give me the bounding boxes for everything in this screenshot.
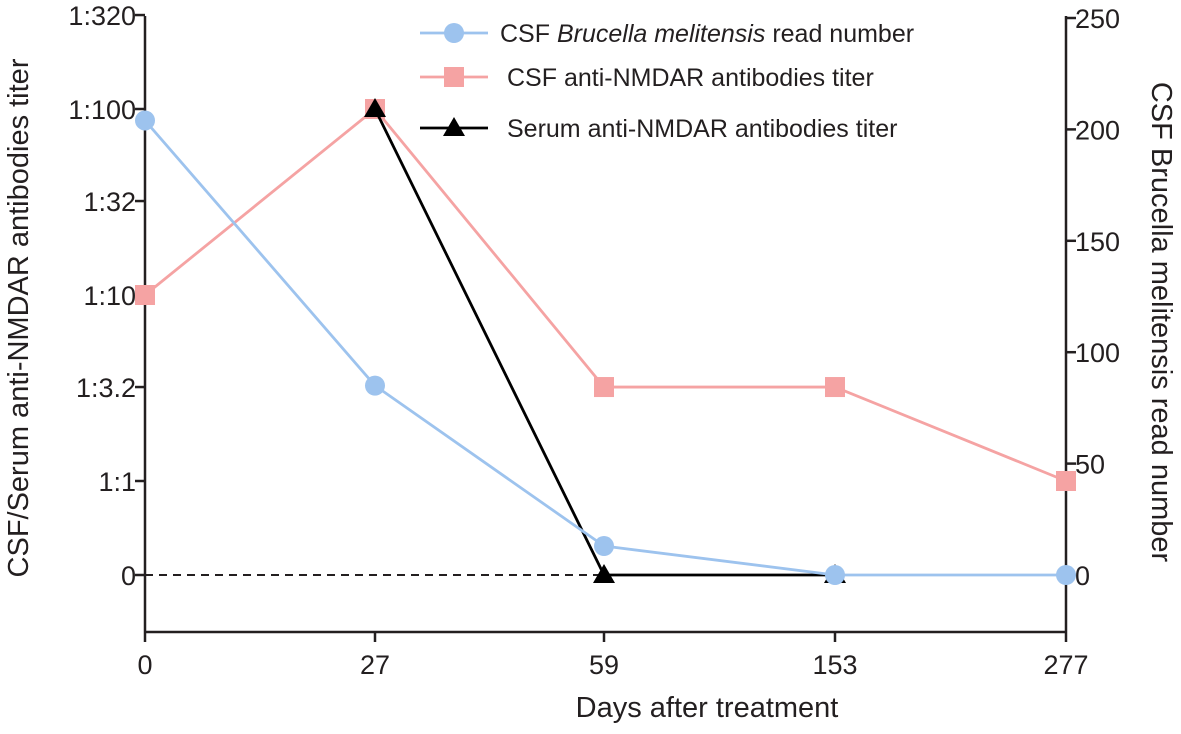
legend-item-csf-titer-marker	[444, 67, 464, 87]
legend-item-serum-titer-marker	[443, 117, 465, 136]
brucella-reads-point	[135, 110, 155, 131]
series-line-brucella-reads	[143, 119, 1066, 577]
left-tick-label: 1:320	[68, 1, 136, 31]
left-tick-label: 1:1	[98, 467, 136, 497]
x-tick-label: 59	[589, 650, 619, 680]
legend-label-part: Brucella melitensis	[557, 20, 765, 48]
x-axis-title: Days after treatment	[576, 692, 839, 724]
brucella-reads-point	[1056, 565, 1076, 585]
legend-label-part: read number	[765, 20, 914, 48]
x-tick-label: 153	[812, 650, 857, 680]
legend-item-brucella-label: CSF Brucella melitensis read number	[500, 20, 914, 48]
right-tick-label: 50	[1075, 450, 1105, 480]
right-tick-label: 250	[1075, 4, 1120, 34]
csf-titer-point	[1056, 471, 1076, 491]
csf-titer-point	[594, 377, 614, 398]
series-line-serum-titer	[373, 108, 835, 577]
right-tick-label: 200	[1075, 115, 1120, 145]
legend-label-part: CSF	[500, 20, 557, 48]
left-tick-label: 1:10	[83, 281, 136, 311]
legend-item-brucella-marker	[444, 23, 464, 43]
left-tick-label: 1:100	[68, 95, 136, 125]
left-tick-label: 1:32	[83, 187, 136, 217]
left-tick-label: 1:3.2	[76, 373, 136, 403]
right-tick-label: 0	[1075, 561, 1090, 591]
x-tick-label: 27	[360, 650, 390, 680]
left-axis-title: CSF/Serum anti-NMDAR antibodies titer	[3, 58, 35, 577]
series-line-csf-titer	[144, 107, 1067, 483]
legend-item-serum-titer-label: Serum anti-NMDAR antibodies titer	[507, 115, 897, 143]
left-tick-label: 0	[121, 561, 136, 591]
serum-titer-point	[364, 98, 386, 117]
csf-titer-point	[825, 377, 845, 398]
right-tick-label: 150	[1075, 227, 1120, 257]
x-tick-label: 277	[1043, 650, 1088, 680]
brucella-reads-point	[594, 536, 614, 557]
brucella-reads-point	[365, 375, 385, 396]
x-tick-label: 0	[137, 650, 152, 680]
serum-titer-point	[593, 564, 615, 583]
legend-item-csf-titer-label: CSF anti-NMDAR antibodies titer	[507, 64, 874, 92]
right-axis-title: CSF Brucella melitensis read number	[1145, 82, 1177, 563]
right-tick-label: 100	[1075, 338, 1120, 368]
brucella-reads-point	[825, 565, 845, 585]
csf-titer-point	[135, 285, 155, 305]
